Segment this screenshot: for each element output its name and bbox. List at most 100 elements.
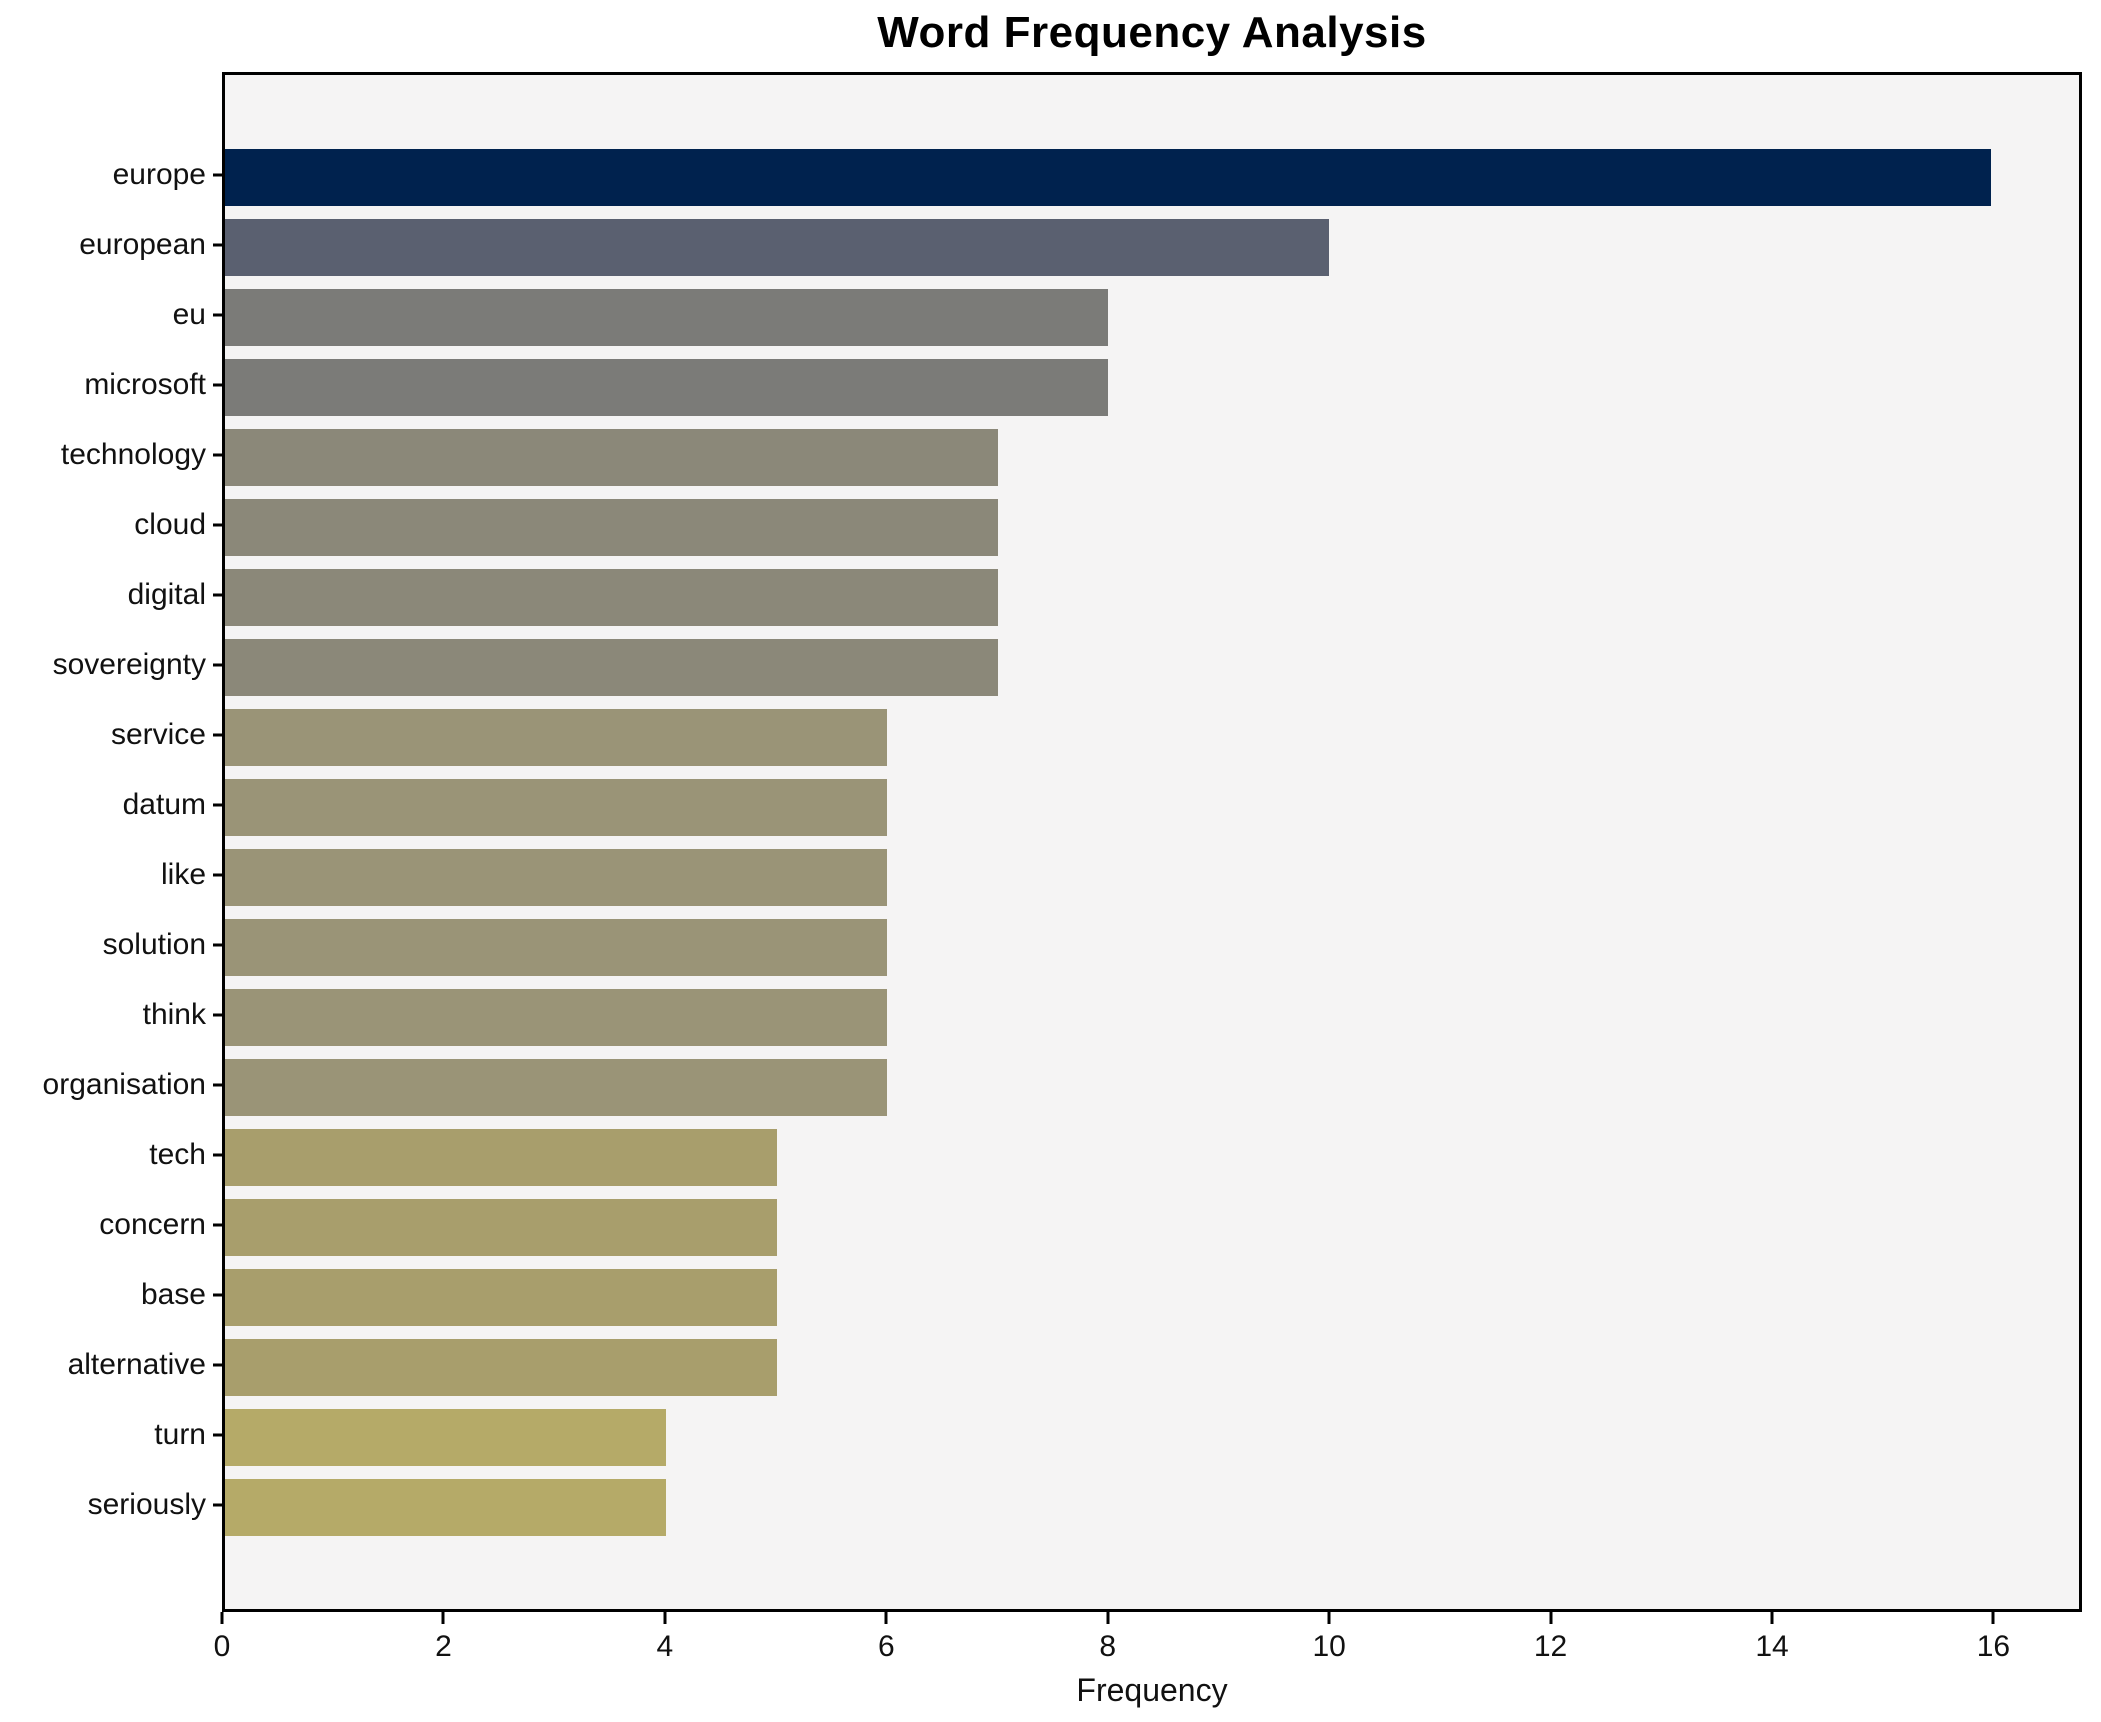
y-tick-label-european: european [79,228,206,261]
bar-row [225,1333,2079,1403]
bar-row [225,423,2079,493]
y-tick [213,383,222,387]
bar-row [225,1193,2079,1263]
y-tick-label-seriously: seriously [87,1488,206,1521]
bar-think [225,989,888,1046]
x-tick-label-8: 8 [1099,1630,1117,1663]
bar-sovereignty [225,639,998,696]
x-tick-label-0: 0 [213,1630,231,1663]
bar-alternative [225,1339,777,1396]
bar-row [225,1123,2079,1193]
y-tick-label-think: think [142,998,206,1031]
x-tick-label-10: 10 [1312,1630,1346,1663]
bar-row [225,773,2079,843]
y-tick [213,663,222,667]
bar-row [225,1473,2079,1543]
y-tick-label-solution: solution [102,928,206,961]
bar-row [225,353,2079,423]
x-tick [663,1612,667,1624]
x-tick-label-12: 12 [1533,1630,1568,1663]
y-tick [213,173,222,177]
x-tick [220,1612,224,1624]
bar-service [225,709,888,766]
plot-area [222,72,2082,1612]
y-tick [213,1153,222,1157]
y-tick [213,803,222,807]
x-tick-label-6: 6 [877,1630,895,1663]
bar-row [225,1053,2079,1123]
y-tick [213,453,222,457]
x-tick-label-16: 16 [1976,1630,2011,1663]
bar-row [225,283,2079,353]
x-tick [441,1612,445,1624]
bar-concern [225,1199,777,1256]
x-tick-label-2: 2 [435,1630,452,1663]
y-tick-label-technology: technology [60,438,206,471]
bar-cloud [225,499,998,556]
y-tick [213,593,222,597]
y-tick-label-base: base [140,1278,206,1311]
bar-european [225,219,1329,276]
bar-tech [225,1129,777,1186]
y-tick [213,243,222,247]
y-tick-label-sovereignty: sovereignty [52,648,206,681]
x-tick [1770,1612,1774,1624]
bar-row [225,843,2079,913]
bar-series [225,143,2079,1543]
bar-row [225,703,2079,773]
y-tick-label-organisation: organisation [42,1068,206,1101]
y-tick-label-datum: datum [122,788,206,821]
bar-seriously [225,1479,667,1536]
y-tick [213,1013,222,1017]
x-tick-label-4: 4 [656,1630,674,1663]
y-tick [213,733,222,737]
bar-datum [225,779,888,836]
x-tick [1991,1612,1995,1624]
chart-title: Word Frequency Analysis [877,8,1427,57]
bar-row [225,983,2079,1053]
y-tick [213,873,222,877]
y-tick-label-alternative: alternative [67,1348,206,1381]
y-tick-label-eu: eu [172,298,206,331]
y-tick-label-tech: tech [149,1138,206,1171]
bar-solution [225,919,888,976]
bar-technology [225,429,998,486]
bar-base [225,1269,777,1326]
y-tick-label-digital: digital [127,578,206,611]
bar-row [225,633,2079,703]
bar-eu [225,289,1108,346]
bar-row [225,143,2079,213]
bar-row [225,563,2079,633]
bar-organisation [225,1059,888,1116]
y-tick-label-europe: europe [112,158,206,191]
bar-like [225,849,888,906]
bar-digital [225,569,998,626]
y-tick [213,1223,222,1227]
x-tick [1327,1612,1331,1624]
y-tick [213,313,222,317]
y-tick [213,1293,222,1297]
y-tick-label-like: like [160,858,206,891]
bar-row [225,213,2079,283]
y-tick-label-microsoft: microsoft [84,368,206,401]
y-tick [213,523,222,527]
x-tick-label-14: 14 [1755,1630,1789,1663]
x-tick [884,1612,888,1624]
bar-row [225,1263,2079,1333]
y-tick-label-cloud: cloud [134,508,206,541]
y-tick-label-turn: turn [154,1418,206,1451]
y-tick-label-service: service [110,718,206,751]
y-tick [213,1363,222,1367]
x-tick [1106,1612,1110,1624]
bar-row [225,913,2079,983]
y-tick [213,943,222,947]
y-tick [213,1083,222,1087]
bar-row [225,1403,2079,1473]
y-tick [213,1503,222,1507]
bar-turn [225,1409,667,1466]
x-tick [1549,1612,1553,1624]
x-axis-label: Frequency [1076,1672,1228,1708]
bar-microsoft [225,359,1108,416]
bar-europe [225,149,1991,206]
